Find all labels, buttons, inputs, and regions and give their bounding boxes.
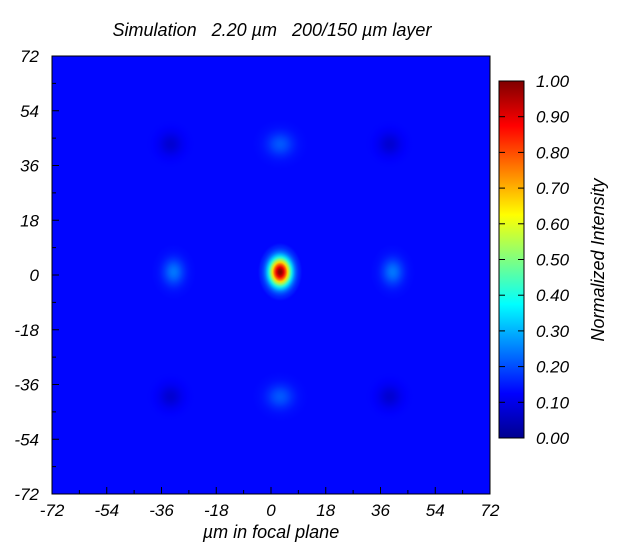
colorbar-tick-label: 0.20 xyxy=(536,358,570,377)
y-tick-label: 54 xyxy=(20,102,39,121)
x-axis-title: µm in focal plane xyxy=(202,522,339,542)
colorbar-tick-label: 0.70 xyxy=(536,179,570,198)
right-peak xyxy=(370,243,416,300)
bottom-left-peak xyxy=(146,372,196,422)
y-tick-label: -18 xyxy=(14,321,39,340)
colorbar-tick-label: 0.40 xyxy=(536,286,570,305)
colorbar-tick-label: 0.10 xyxy=(536,393,570,412)
top-peak xyxy=(252,119,309,170)
bottom-peak xyxy=(252,371,309,422)
y-tick-label: 0 xyxy=(30,266,40,285)
x-tick-label: 18 xyxy=(316,501,335,520)
colorbar-tick-label: 0.30 xyxy=(536,322,570,341)
y-axis: 72 54 36 18 0 -18 -36 -54 -72 xyxy=(14,47,59,504)
colorbar-tick-label: 0.60 xyxy=(536,215,570,234)
x-tick-label: 36 xyxy=(371,501,390,520)
y-tick-label: -54 xyxy=(14,430,39,449)
x-tick-label: 0 xyxy=(266,501,276,520)
top-right-peak xyxy=(365,119,415,169)
x-tick-label: -54 xyxy=(94,501,119,520)
x-tick-label: -18 xyxy=(204,501,229,520)
left-peak xyxy=(151,243,197,300)
colorbar-tick-label: 0.50 xyxy=(536,251,570,270)
x-tick-label: 54 xyxy=(426,501,445,520)
y-tick-label: -72 xyxy=(14,485,39,504)
chart-title: Simulation 2.20 µm 200/150 µm layer xyxy=(113,20,433,40)
colorbar-title: Normalized Intensity xyxy=(588,177,608,341)
x-tick-label: -72 xyxy=(40,501,65,520)
heatmap xyxy=(52,56,490,494)
colorbar-tick-label: 1.00 xyxy=(536,72,570,91)
y-tick-label: 72 xyxy=(20,47,39,66)
colorbar-tick-label: 0.80 xyxy=(536,143,570,162)
x-tick-label: -36 xyxy=(149,501,174,520)
y-tick-label: 18 xyxy=(20,211,39,230)
colorbar-tick-label: 0.00 xyxy=(536,429,570,448)
x-axis: -72 -54 -36 -18 0 18 36 54 72 xyxy=(40,487,500,520)
y-tick-label: -36 xyxy=(14,376,39,395)
y-tick-label: 36 xyxy=(20,157,39,176)
colorbar-tick-label: 0.90 xyxy=(536,108,570,127)
x-tick-label: 72 xyxy=(481,501,500,520)
bottom-right-peak xyxy=(365,372,415,422)
central-peak xyxy=(257,242,303,302)
top-left-peak xyxy=(146,119,196,169)
colorbar-ticks: 1.00 0.90 0.80 0.70 0.60 0.50 0.40 0.30 0.20 0.10… xyxy=(499,72,570,448)
